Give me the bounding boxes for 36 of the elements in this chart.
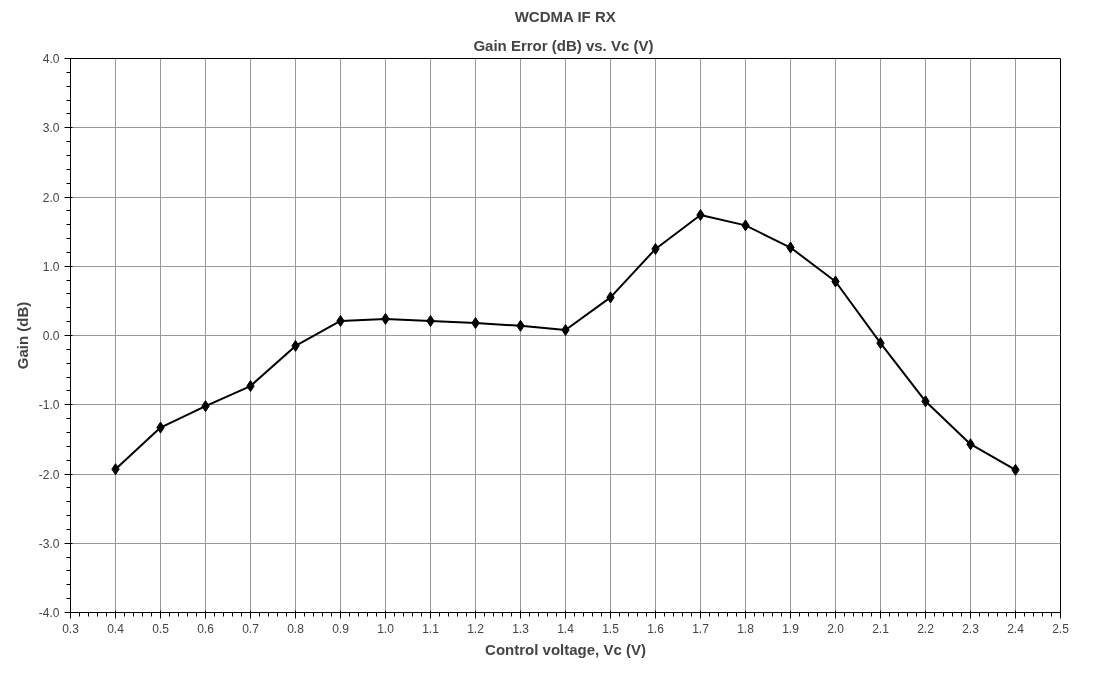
chart-subtitle: Gain Error (dB) vs. Vc (V) bbox=[473, 36, 654, 54]
y-tick-label: -4.0 bbox=[38, 606, 60, 620]
x-tick-label: 1.0 bbox=[377, 621, 395, 636]
y-tick-label: 0.0 bbox=[42, 329, 60, 343]
y-tick-label: -2.0 bbox=[38, 467, 60, 482]
x-tick-label: 1.5 bbox=[602, 621, 620, 636]
x-tick-label: 0.7 bbox=[242, 621, 260, 636]
x-axis-title: Control voltage, Vc (V) bbox=[485, 640, 646, 658]
y-tick-label: 2.0 bbox=[42, 190, 60, 205]
x-tick-label: 0.4 bbox=[107, 621, 125, 636]
x-tick-label: 1.4 bbox=[557, 621, 575, 636]
x-tick-label: 0.5 bbox=[152, 621, 170, 636]
x-tick-label: 1.8 bbox=[737, 621, 755, 636]
x-tick-label: 2.1 bbox=[872, 621, 890, 636]
chart-title: WCDMA IF RX bbox=[514, 7, 616, 25]
x-tick-label: 0.3 bbox=[62, 621, 80, 636]
x-tick-label: 1.9 bbox=[782, 621, 800, 636]
x-tick-label: 1.7 bbox=[692, 621, 710, 636]
y-tick-label: 4.0 bbox=[42, 52, 60, 66]
x-tick-label: 0.6 bbox=[197, 621, 215, 636]
x-tick-label: 2.2 bbox=[917, 621, 935, 636]
x-tick-label: 2.4 bbox=[1007, 621, 1025, 636]
x-tick-label: 1.1 bbox=[422, 621, 440, 636]
x-tick-label: 2.3 bbox=[962, 621, 980, 636]
y-tick-label: -3.0 bbox=[38, 536, 60, 551]
y-tick-label: 1.0 bbox=[42, 259, 60, 274]
x-tick-label: 0.9 bbox=[332, 621, 350, 636]
x-tick-label: 1.6 bbox=[647, 621, 665, 636]
x-tick-label: 1.3 bbox=[512, 621, 530, 636]
y-tick-label: 3.0 bbox=[42, 121, 60, 136]
y-axis-title: Gain (dB) bbox=[13, 301, 31, 370]
x-tick-label: 0.8 bbox=[287, 621, 305, 636]
y-tick-label: -1.0 bbox=[38, 398, 60, 413]
x-tick-label: 2.5 bbox=[1052, 621, 1070, 636]
x-tick-label: 2.0 bbox=[827, 621, 845, 636]
x-tick-label: 1.2 bbox=[467, 621, 485, 636]
